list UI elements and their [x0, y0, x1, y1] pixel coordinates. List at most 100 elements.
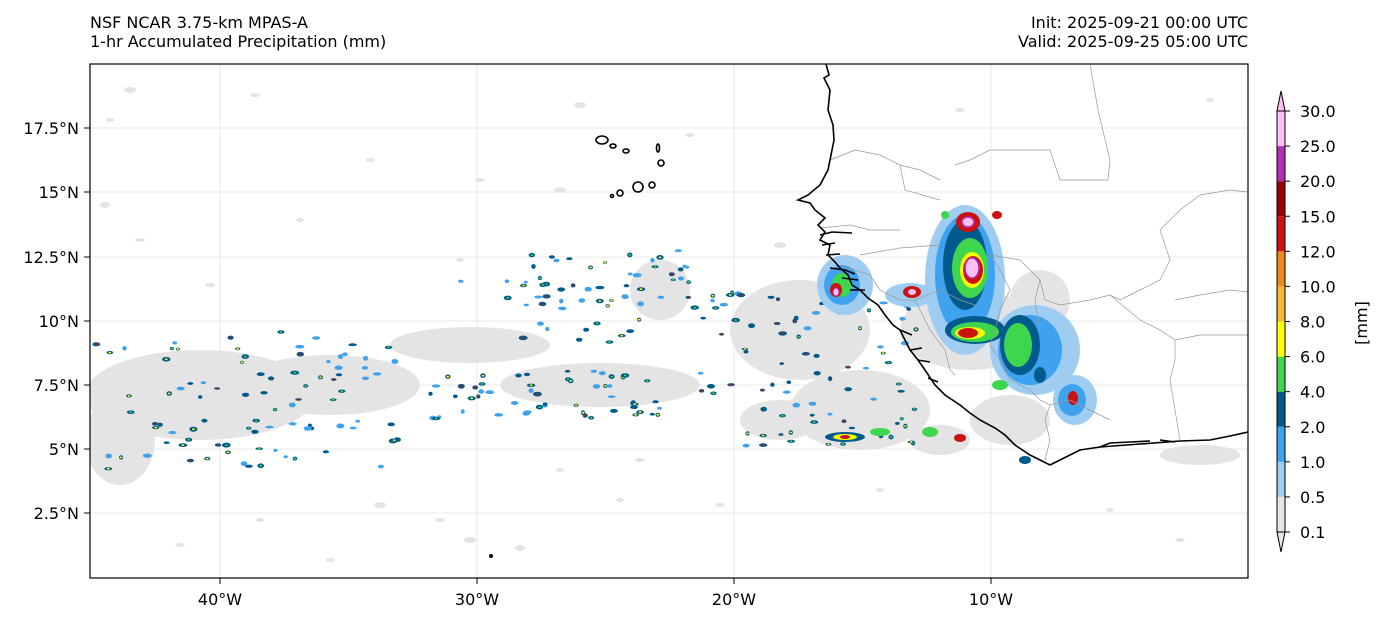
- convective-cell: [607, 395, 616, 399]
- gridlines: [90, 64, 1248, 578]
- convective-cell: [649, 412, 655, 416]
- convective-core: [789, 440, 793, 443]
- convective-core: [304, 385, 308, 387]
- convective-cell: [342, 352, 348, 357]
- convective-core: [639, 288, 643, 291]
- convective-core: [761, 434, 765, 437]
- convective-core: [589, 416, 593, 419]
- colorbar-segment: [1277, 111, 1285, 147]
- convective-cell: [707, 384, 715, 389]
- convective-core: [720, 333, 723, 336]
- convective-cell: [391, 359, 399, 364]
- init-time: Init: 2025-09-21 00:00 UTC: [1030, 13, 1248, 32]
- convective-core: [106, 467, 110, 470]
- convective-cell: [460, 409, 465, 414]
- convective-core: [734, 319, 738, 321]
- convective-core: [298, 353, 302, 356]
- convective-core: [571, 284, 575, 287]
- convective-cell: [288, 402, 296, 408]
- convective-core: [739, 294, 743, 296]
- convective-cell: [122, 346, 127, 351]
- lat-label-5n: 5°N: [49, 440, 79, 459]
- convective-cell: [742, 443, 750, 448]
- convective-cell: [590, 369, 598, 373]
- convective-cell: [626, 329, 635, 333]
- convective-core: [603, 385, 607, 387]
- convective-core: [273, 408, 277, 411]
- convective-cell: [172, 341, 177, 345]
- convective-cell: [710, 298, 715, 303]
- colorbar-segment: [1277, 286, 1285, 322]
- convective-core: [638, 411, 642, 413]
- convective-core: [608, 341, 611, 343]
- colorbar-segment: [1277, 251, 1285, 287]
- convective-core: [332, 378, 336, 381]
- convective-core: [589, 266, 592, 269]
- convective-core: [743, 348, 747, 350]
- colorbar-segment: [1277, 391, 1285, 427]
- lat-label-15n: 15°N: [39, 183, 79, 202]
- convective-cell: [326, 360, 331, 364]
- convective-cell: [813, 353, 820, 358]
- convective-cell: [307, 423, 312, 427]
- west-africa-convection: [817, 205, 1097, 464]
- convective-cell: [813, 371, 821, 376]
- colorbar: 0.1 0.5 1.0 2.0 4.0 6.0 8.0 10.0 12.0 15.0 20.0 25.…: [1276, 90, 1336, 553]
- convective-core: [545, 295, 548, 298]
- convective-cell: [583, 327, 590, 332]
- convective-cell: [265, 425, 274, 429]
- convective-cell: [558, 306, 567, 311]
- lon-label-40w: 40°W: [198, 590, 242, 609]
- convective-cell: [657, 295, 665, 299]
- convective-cell: [674, 249, 682, 253]
- convective-cell: [576, 337, 583, 342]
- convective-cell: [906, 307, 911, 311]
- convective-cell: [827, 376, 833, 382]
- convective-core: [243, 355, 247, 358]
- convective-cell: [770, 382, 775, 387]
- convective-core: [714, 307, 718, 309]
- convective-cell: [811, 311, 821, 315]
- convective-cell: [335, 373, 343, 377]
- convective-core: [247, 427, 251, 430]
- convective-core: [858, 327, 862, 330]
- convective-cell: [336, 423, 345, 429]
- convective-cells: [92, 249, 919, 471]
- convective-cell: [372, 372, 382, 376]
- convective-core: [192, 428, 195, 431]
- convective-core: [804, 352, 808, 355]
- convective-core: [775, 322, 779, 325]
- convective-cell: [312, 336, 321, 340]
- convective-cell: [523, 372, 531, 377]
- convective-cell: [337, 354, 344, 359]
- colorbar-segment: [1277, 356, 1285, 392]
- convective-core: [481, 374, 485, 377]
- convective-cell: [534, 295, 543, 299]
- convective-core: [634, 414, 637, 416]
- convective-cell: [610, 408, 618, 413]
- convective-core: [393, 439, 396, 442]
- convective-cell: [748, 323, 755, 329]
- convective-core: [293, 457, 297, 460]
- convective-core: [746, 432, 749, 435]
- convective-cell: [256, 372, 265, 377]
- convective-cell: [523, 280, 528, 284]
- lat-label-2-5n: 2.5°N: [34, 504, 79, 523]
- convective-core: [846, 366, 850, 369]
- colorbar-level-label: 10.0: [1300, 277, 1336, 296]
- convective-core: [297, 398, 300, 401]
- convective-core: [900, 417, 904, 420]
- convective-cell: [623, 284, 630, 288]
- convective-cell: [542, 402, 548, 406]
- lat-label-7-5n: 7.5°N: [34, 376, 79, 395]
- convective-cell: [700, 316, 707, 320]
- convective-cell: [879, 301, 888, 305]
- convective-core: [914, 328, 918, 331]
- convective-core: [598, 300, 602, 302]
- convective-cell: [566, 257, 573, 261]
- convective-cell: [362, 376, 370, 381]
- convective-cell: [334, 365, 343, 370]
- convective-core: [889, 436, 893, 438]
- colorbar-segment: [1277, 496, 1285, 532]
